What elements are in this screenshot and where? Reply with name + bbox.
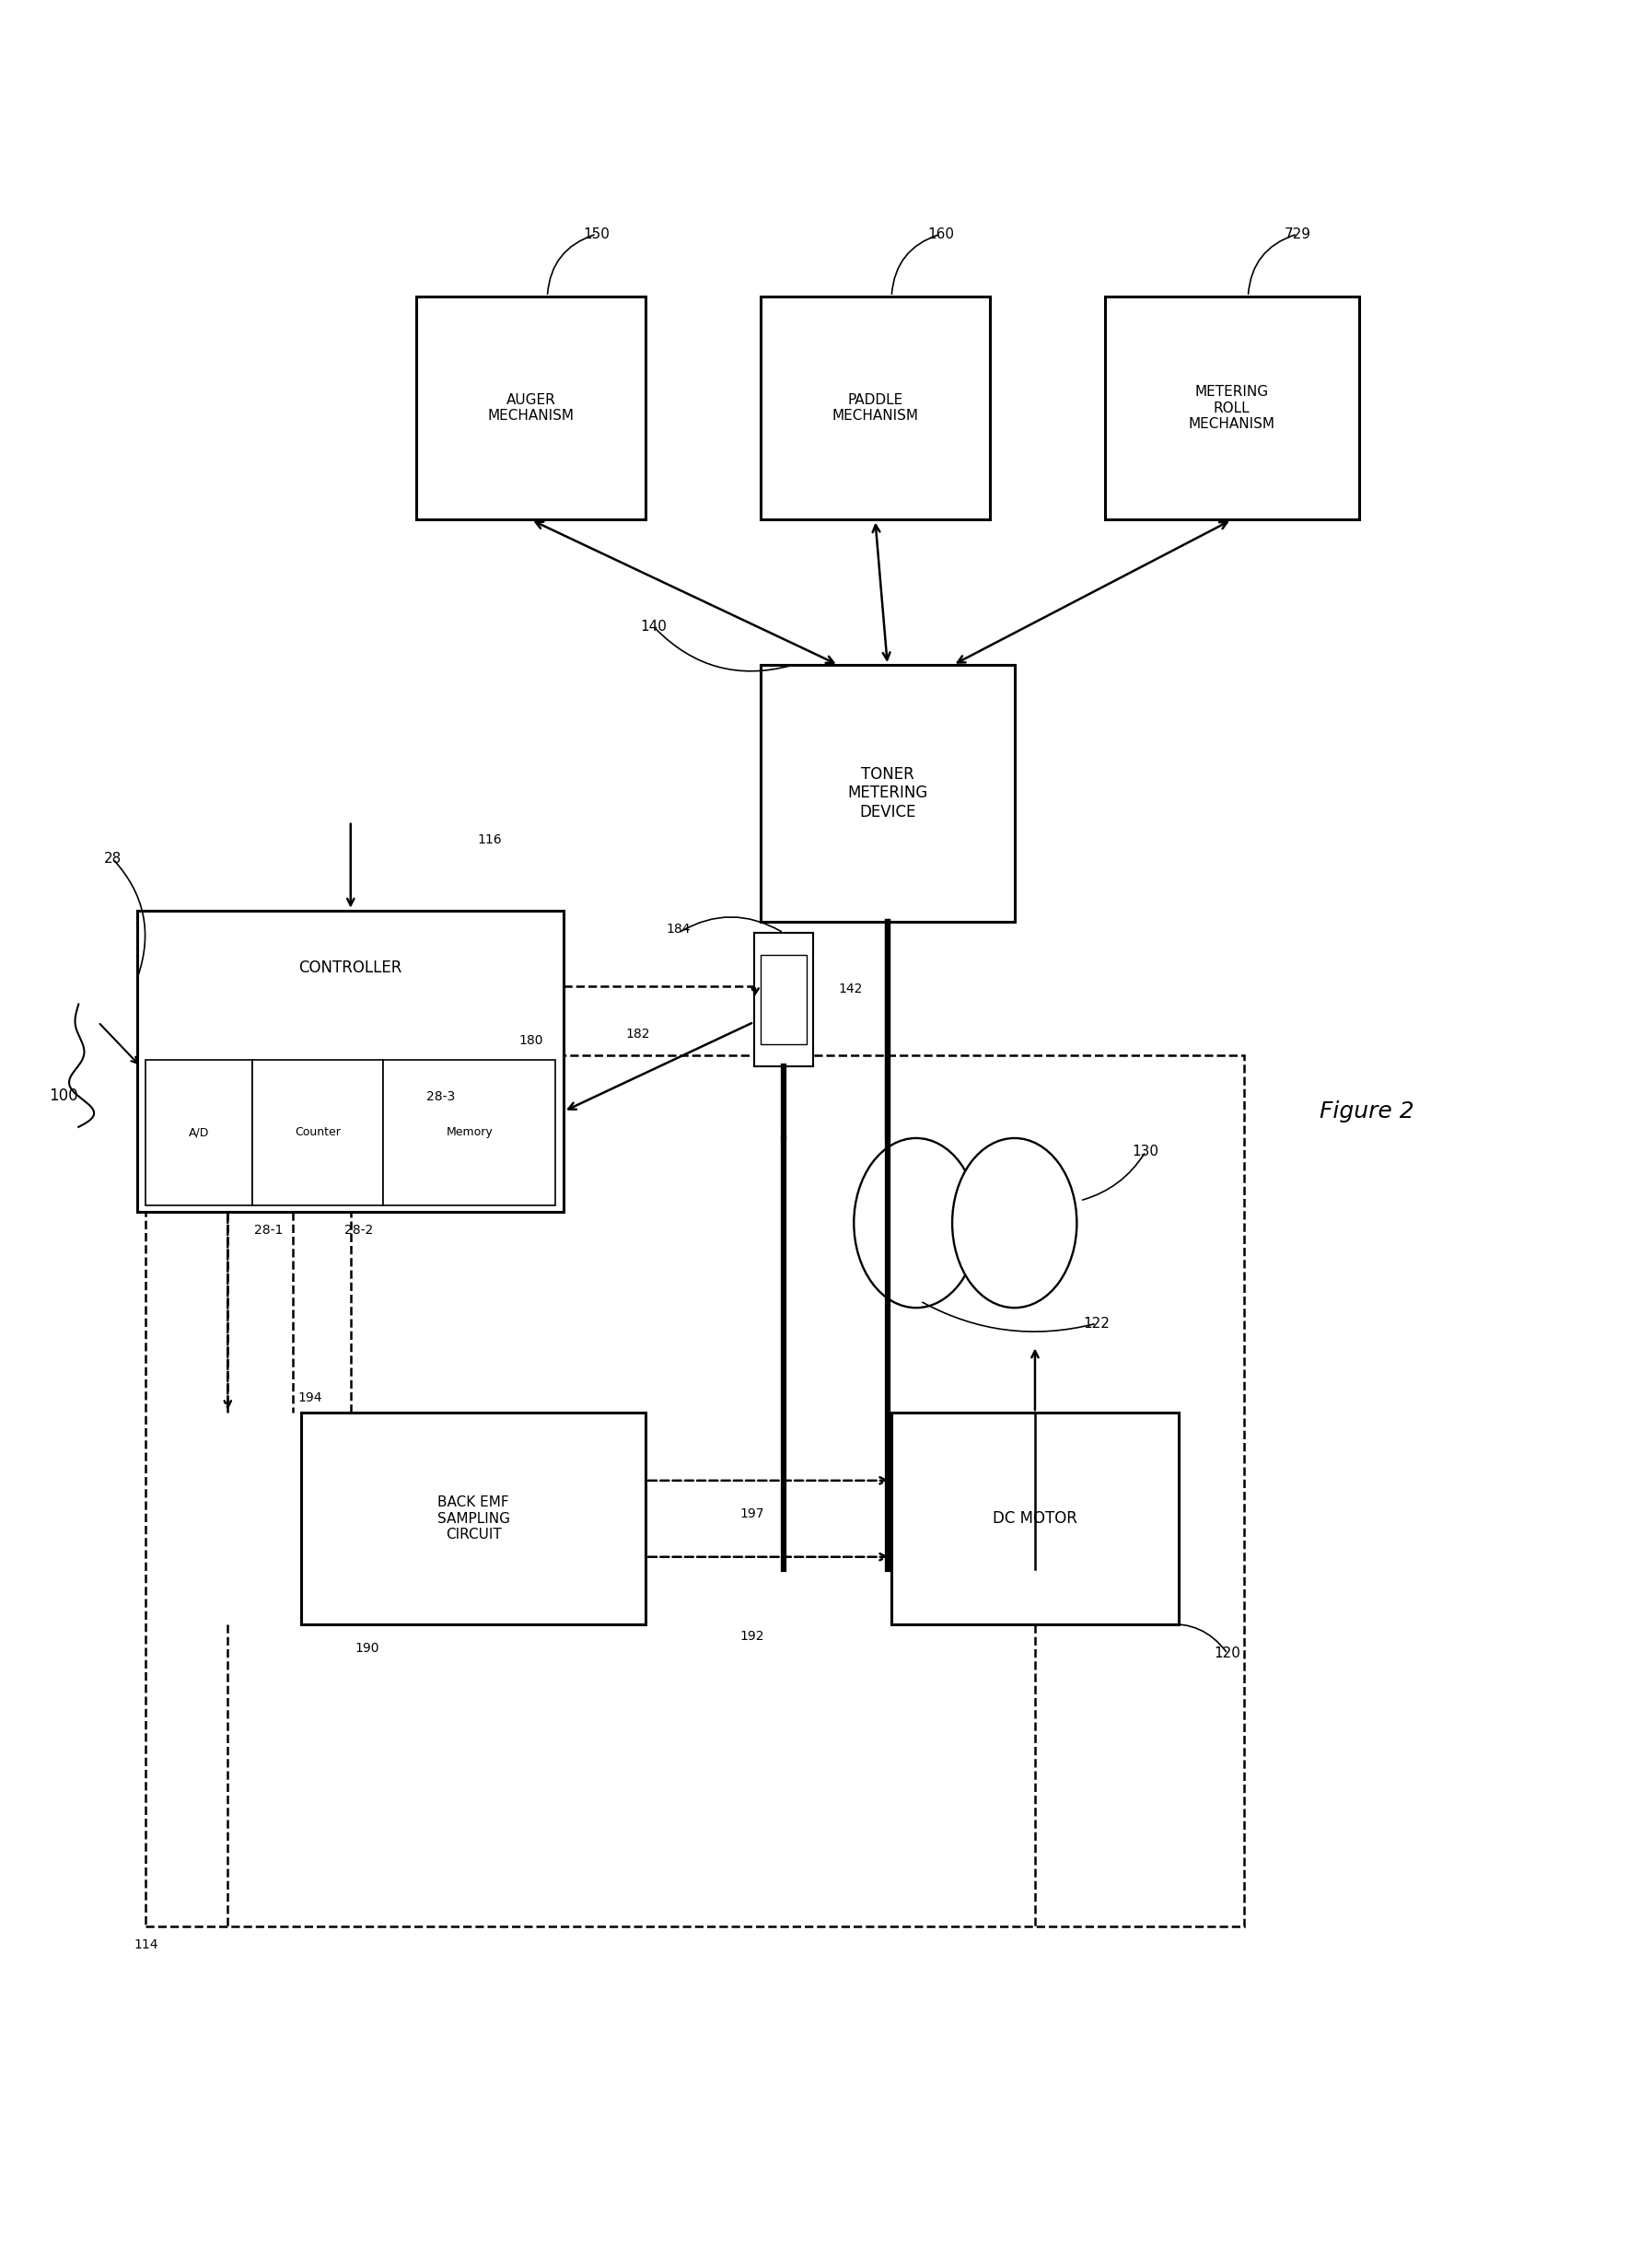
- Bar: [253, 1060, 383, 1206]
- Text: 140: 140: [641, 620, 667, 633]
- Bar: [1105, 296, 1358, 521]
- Text: 197: 197: [740, 1506, 765, 1520]
- Text: DC MOTOR: DC MOTOR: [993, 1511, 1077, 1527]
- Text: AUGER
MECHANISM: AUGER MECHANISM: [487, 393, 575, 422]
- Bar: [301, 1412, 646, 1625]
- Text: A/D: A/D: [188, 1127, 210, 1138]
- Text: 130: 130: [1132, 1145, 1160, 1158]
- Text: 114: 114: [134, 1937, 159, 1951]
- Text: 116: 116: [477, 833, 502, 846]
- Text: 729: 729: [1284, 227, 1310, 240]
- Text: 28-1: 28-1: [254, 1224, 282, 1237]
- Text: 192: 192: [740, 1630, 765, 1643]
- Text: 142: 142: [839, 983, 862, 997]
- Bar: [760, 954, 806, 1044]
- Circle shape: [854, 1138, 978, 1309]
- Text: 182: 182: [626, 1028, 649, 1039]
- Text: 100: 100: [50, 1087, 78, 1105]
- Text: 190: 190: [355, 1641, 380, 1655]
- Text: 28-2: 28-2: [344, 1224, 373, 1237]
- Text: PADDLE
MECHANISM: PADDLE MECHANISM: [833, 393, 919, 422]
- Text: METERING
ROLL
MECHANISM: METERING ROLL MECHANISM: [1188, 386, 1275, 431]
- Bar: [753, 932, 813, 1066]
- Bar: [137, 911, 563, 1212]
- Text: BACK EMF
SAMPLING
CIRCUIT: BACK EMF SAMPLING CIRCUIT: [438, 1495, 510, 1542]
- Text: 184: 184: [666, 923, 691, 936]
- Bar: [892, 1412, 1178, 1625]
- Text: Counter: Counter: [294, 1127, 340, 1138]
- Text: 160: 160: [927, 227, 955, 240]
- Bar: [760, 296, 990, 521]
- Text: 28-3: 28-3: [426, 1091, 456, 1102]
- Text: 122: 122: [1084, 1316, 1110, 1331]
- Text: 120: 120: [1214, 1648, 1241, 1661]
- Bar: [383, 1060, 555, 1206]
- Text: 194: 194: [297, 1392, 322, 1405]
- Text: 180: 180: [519, 1035, 544, 1046]
- Text: 28: 28: [104, 853, 122, 867]
- Circle shape: [952, 1138, 1077, 1309]
- Bar: [416, 296, 646, 521]
- Bar: [145, 1055, 1244, 1926]
- Text: TONER
METERING
DEVICE: TONER METERING DEVICE: [847, 766, 928, 822]
- Text: 150: 150: [583, 227, 610, 240]
- Bar: [145, 1060, 253, 1206]
- Bar: [760, 665, 1014, 923]
- Text: CONTROLLER: CONTROLLER: [299, 959, 403, 977]
- Text: Figure 2: Figure 2: [1320, 1100, 1414, 1122]
- Text: Memory: Memory: [446, 1127, 492, 1138]
